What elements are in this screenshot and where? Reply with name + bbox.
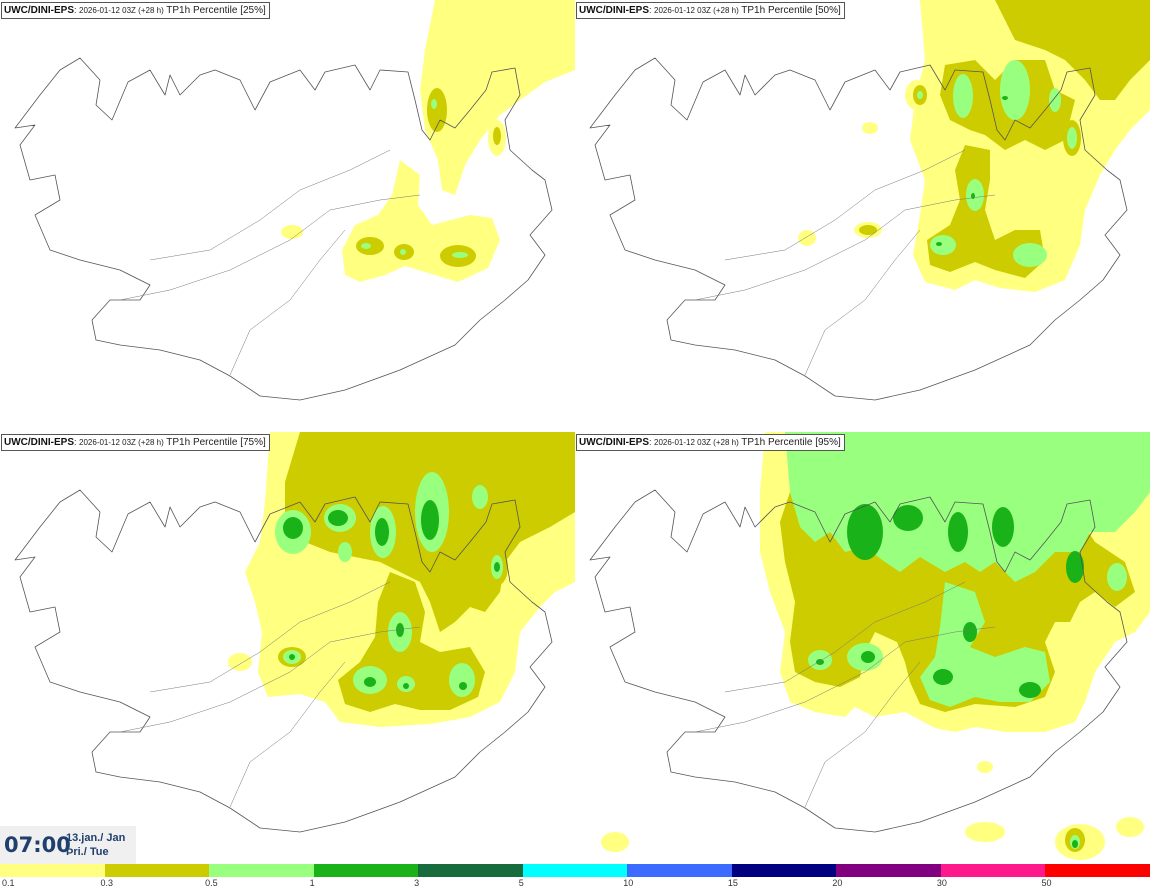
precip-map-p50 [589, 0, 1150, 401]
legend-label: 10 [623, 878, 634, 888]
map-panel-p25: UWC/DINI-EPS: 2026-01-12 03Z (+28 h) TP1… [0, 0, 575, 432]
legend-label: 0.5 [205, 878, 218, 888]
model-name: UWC/DINI-EPS [579, 437, 649, 448]
valid-time-box: 07:00 13.jan./ Jan Þri./ Tue [0, 826, 136, 864]
legend-label: 15 [727, 878, 738, 888]
legend-swatch [1045, 864, 1150, 877]
parameter-label: TP1h Percentile [25%] [166, 5, 266, 16]
map-title: UWC/DINI-EPS: 2026-01-12 03Z (+28 h) TP1… [1, 434, 270, 451]
run-info: 2026-01-12 03Z (+28 h) [654, 6, 739, 15]
legend-label: 30 [936, 878, 947, 888]
legend-swatch [313, 864, 419, 877]
model-name: UWC/DINI-EPS [579, 5, 649, 16]
run-info: 2026-01-12 03Z (+28 h) [654, 438, 739, 447]
run-info: 2026-01-12 03Z (+28 h) [79, 6, 164, 15]
map-panel-p75: UWC/DINI-EPS: 2026-01-12 03Z (+28 h) TP1… [0, 432, 575, 864]
map-title: UWC/DINI-EPS: 2026-01-12 03Z (+28 h) TP1… [1, 2, 270, 19]
legend-swatch [940, 864, 1046, 877]
model-name: UWC/DINI-EPS [4, 5, 74, 16]
precip-map-p95 [589, 432, 1150, 860]
legend-label: 0.1 [2, 878, 15, 888]
map-title: UWC/DINI-EPS: 2026-01-12 03Z (+28 h) TP1… [576, 434, 845, 451]
valid-date-day: 13.jan./ Jan [66, 832, 126, 844]
color-legend: 0.1 0.3 0.5 1 3 5 10 15 20 30 50 [0, 864, 1150, 891]
legend-label: 3 [414, 878, 420, 888]
model-name: UWC/DINI-EPS [4, 437, 74, 448]
valid-weekday: Þri./ Tue [66, 846, 109, 858]
legend-label: 5 [518, 878, 524, 888]
legend-swatch [836, 864, 942, 877]
valid-date: 13.jan./ Jan Þri./ Tue [66, 831, 125, 859]
legend-swatch [522, 864, 628, 877]
legend-swatch [209, 864, 315, 877]
run-info: 2026-01-12 03Z (+28 h) [79, 438, 164, 447]
parameter-label: TP1h Percentile [95%] [741, 437, 841, 448]
map-title: UWC/DINI-EPS: 2026-01-12 03Z (+28 h) TP1… [576, 2, 845, 19]
legend-swatch [0, 864, 105, 877]
precip-map-p25 [14, 0, 575, 401]
valid-time: 07:00 [4, 833, 71, 857]
legend-swatch [627, 864, 733, 877]
legend-label: 50 [1041, 878, 1052, 888]
legend-label: 20 [832, 878, 843, 888]
parameter-label: TP1h Percentile [50%] [741, 5, 841, 16]
parameter-label: TP1h Percentile [75%] [166, 437, 266, 448]
legend-swatch [731, 864, 837, 877]
legend-swatch [104, 864, 210, 877]
map-panel-p50: UWC/DINI-EPS: 2026-01-12 03Z (+28 h) TP1… [575, 0, 1150, 432]
map-panel-p95: UWC/DINI-EPS: 2026-01-12 03Z (+28 h) TP1… [575, 432, 1150, 864]
precip-map-p75 [14, 432, 575, 833]
legend-swatch [418, 864, 524, 877]
legend-label: 0.3 [100, 878, 114, 888]
legend-label: 1 [309, 878, 315, 888]
